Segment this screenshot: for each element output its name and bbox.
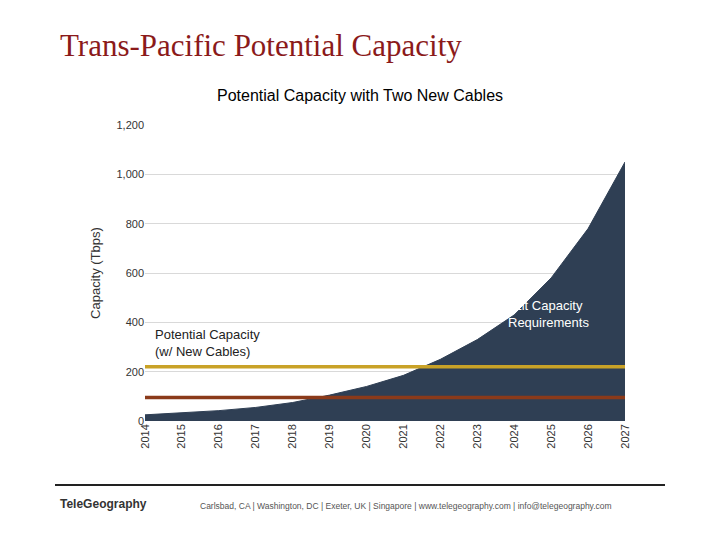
svg-text:600: 600: [126, 267, 144, 279]
svg-text:800: 800: [126, 218, 144, 230]
svg-text:Capacity (Tbps): Capacity (Tbps): [88, 227, 103, 319]
svg-text:0: 0: [138, 415, 144, 427]
svg-text:2015: 2015: [175, 424, 187, 448]
svg-text:1,200: 1,200: [116, 119, 144, 131]
svg-text:2020: 2020: [360, 424, 372, 448]
svg-text:200: 200: [126, 366, 144, 378]
svg-text:2021: 2021: [397, 424, 409, 448]
html-text:TeleGeography: TeleGeography: [60, 497, 147, 511]
svg-text:2019: 2019: [323, 424, 335, 448]
svg-text:Potential Capacity(w/ New Cabl: Potential Capacity(w/ New Cables): [155, 327, 260, 359]
svg-text:Potential Capacity with Two Ne: Potential Capacity with Two New Cables: [217, 87, 503, 104]
html-text:Carlsbad, CA | Washington, DC: Carlsbad, CA | Washington, DC | Exeter, …: [200, 501, 612, 511]
svg-text:2018: 2018: [286, 424, 298, 448]
svg-text:2025: 2025: [545, 424, 557, 448]
svg-text:2016: 2016: [212, 424, 224, 448]
svg-text:2014: 2014: [139, 424, 151, 448]
svg-text:2017: 2017: [249, 424, 261, 448]
svg-text:400: 400: [126, 316, 144, 328]
svg-text:2022: 2022: [434, 424, 446, 448]
svg-text:1,000: 1,000: [116, 168, 144, 180]
svg-text:2027: 2027: [619, 424, 631, 448]
svg-text:Lit CapacityRequirements: Lit CapacityRequirements: [508, 298, 589, 330]
html-text:Trans-Pacific Potential Capaci: Trans-Pacific Potential Capacity: [60, 28, 462, 63]
svg-text:2024: 2024: [508, 424, 520, 448]
svg-text:2026: 2026: [582, 424, 594, 448]
svg-text:2023: 2023: [471, 424, 483, 448]
